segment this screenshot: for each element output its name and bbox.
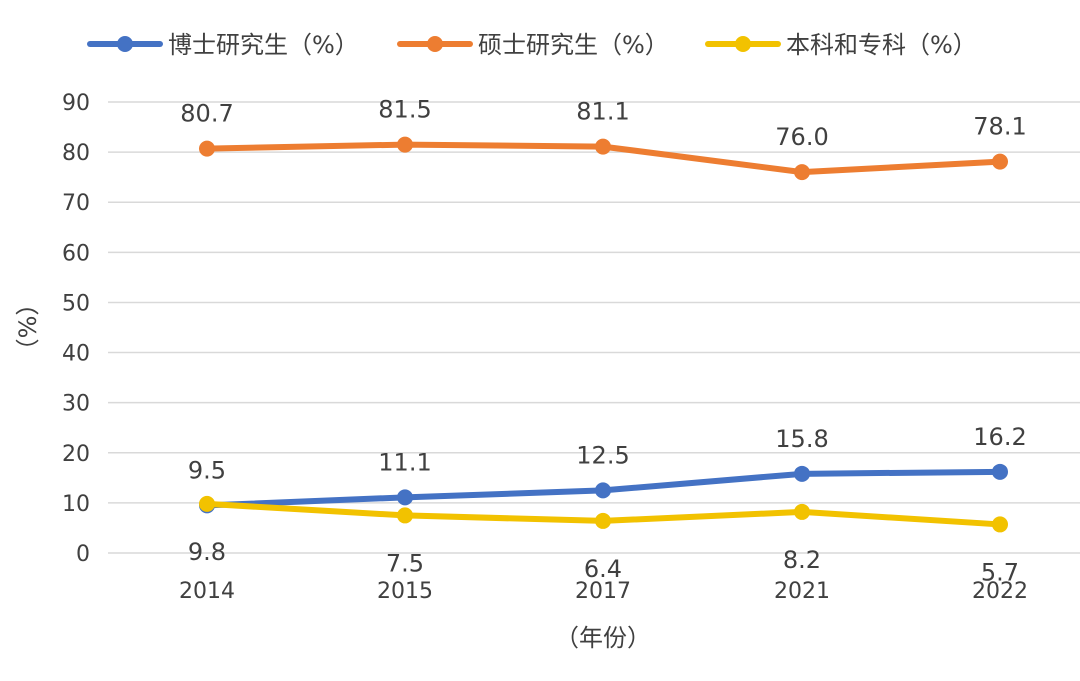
data-label: 15.8 — [775, 425, 828, 453]
data-label: 76.0 — [775, 123, 828, 151]
data-point — [397, 489, 413, 506]
data-label: 12.5 — [576, 441, 629, 469]
legend-marker — [735, 36, 751, 52]
data-point — [595, 512, 611, 529]
legend-marker — [427, 36, 443, 52]
data-label: 80.7 — [180, 100, 233, 128]
data-point — [794, 503, 810, 520]
data-point — [397, 136, 413, 153]
y-tick-label: 20 — [62, 442, 90, 467]
legend-label: 硕士研究生（%） — [478, 31, 669, 59]
data-point — [992, 463, 1008, 480]
data-point — [794, 164, 810, 181]
y-tick-label: 60 — [62, 241, 90, 266]
x-tick-label: 2021 — [774, 579, 830, 604]
x-tick-label: 2017 — [575, 579, 631, 604]
data-label: 7.5 — [386, 549, 424, 577]
x-axis-title: （年份） — [555, 624, 651, 652]
data-label: 11.1 — [378, 448, 431, 476]
data-point — [199, 495, 215, 512]
y-axis-title: （%） — [14, 292, 42, 363]
y-tick-label: 40 — [62, 342, 90, 367]
legend-marker — [117, 36, 133, 52]
y-tick-label: 0 — [76, 542, 90, 567]
data-label: 9.8 — [188, 538, 226, 566]
data-label: 9.5 — [188, 456, 226, 484]
data-label: 81.1 — [576, 98, 629, 126]
y-tick-label: 10 — [62, 492, 90, 517]
data-label: 6.4 — [584, 555, 622, 583]
data-point — [199, 140, 215, 157]
y-tick-label: 90 — [62, 91, 90, 116]
data-point — [794, 465, 810, 482]
data-label: 16.2 — [973, 423, 1026, 451]
y-tick-label: 80 — [62, 141, 90, 166]
data-point — [992, 516, 1008, 533]
y-tick-label: 70 — [62, 191, 90, 216]
x-tick-label: 2022 — [972, 579, 1028, 604]
y-tick-label: 50 — [62, 291, 90, 316]
legend-label: 博士研究生（%） — [168, 31, 359, 59]
data-point — [397, 507, 413, 524]
data-point — [595, 138, 611, 155]
data-point — [595, 482, 611, 499]
data-label: 78.1 — [973, 113, 1026, 141]
y-tick-label: 30 — [62, 392, 90, 417]
data-label: 81.5 — [378, 96, 431, 124]
legend-label: 本科和专科（%） — [786, 31, 977, 59]
data-label: 8.2 — [783, 546, 821, 574]
x-tick-label: 2015 — [377, 579, 433, 604]
data-point — [992, 153, 1008, 170]
data-label: 5.7 — [981, 558, 1019, 586]
x-tick-label: 2014 — [179, 579, 235, 604]
